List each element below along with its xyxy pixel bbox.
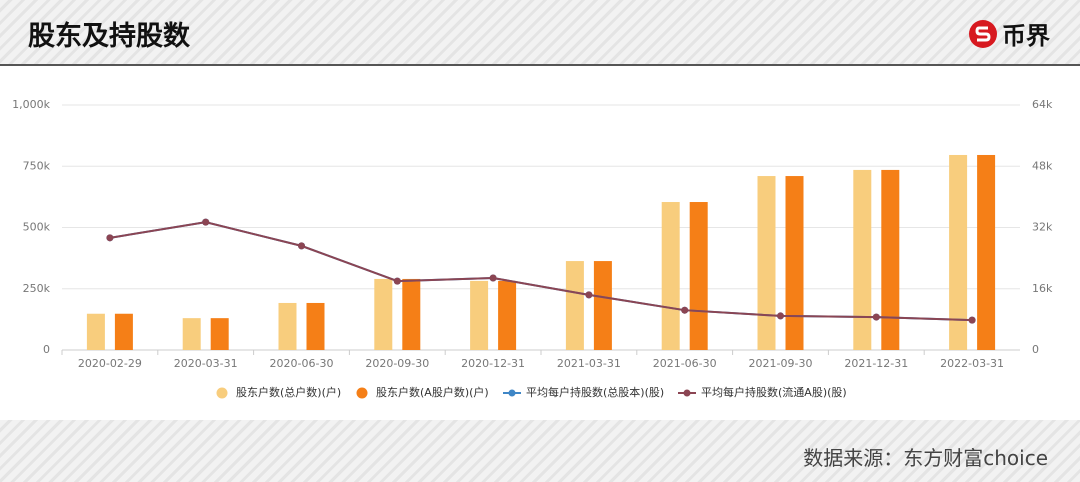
bar xyxy=(306,302,325,350)
line-point xyxy=(681,306,689,314)
y-tick-label: 500k xyxy=(23,221,51,234)
legend-marker xyxy=(508,389,516,397)
line xyxy=(109,221,973,322)
bar xyxy=(374,278,393,350)
line-point xyxy=(298,242,305,250)
bar xyxy=(470,280,489,350)
title: 股东及持股数 xyxy=(28,21,190,52)
bar xyxy=(593,261,612,350)
bar xyxy=(977,154,996,350)
y2-tick-label: 0 xyxy=(1032,343,1039,356)
footer: 数据来源：东方财富choice xyxy=(0,420,1080,482)
legend-marker xyxy=(683,389,691,397)
x-tick-label: 2020-12-31 xyxy=(461,357,525,370)
x-tick-label: 2020-06-30 xyxy=(270,357,334,370)
x-tick-label: 2020-09-30 xyxy=(365,357,429,370)
y-tick-label: 750k xyxy=(23,159,51,172)
y2-tick-label: 64k xyxy=(1032,98,1053,111)
bar xyxy=(114,313,133,350)
x-tick-label: 2021-09-30 xyxy=(749,357,813,370)
x-tick-label: 2021-06-30 xyxy=(653,357,717,370)
source: 数据来源：东方财富choice xyxy=(803,446,1048,470)
legend-marker xyxy=(216,387,228,399)
x-tick-label: 2020-03-31 xyxy=(174,357,238,370)
line-point xyxy=(777,312,784,320)
bar xyxy=(853,169,872,350)
line-point xyxy=(585,291,593,299)
x-tick-label: 2021-03-31 xyxy=(557,357,621,370)
y-tick-label: 250k xyxy=(23,282,51,295)
x-tick-label: 2022-03-31 xyxy=(940,357,1004,370)
line-point xyxy=(106,234,114,242)
bar xyxy=(86,313,105,350)
header: 股东及持股数 币界 xyxy=(0,0,1080,66)
legend-marker xyxy=(356,387,368,399)
bar xyxy=(402,278,421,350)
y-tick-label: 1,000k xyxy=(12,98,50,111)
x-tick-label: 2020-02-29 xyxy=(78,357,142,370)
y2-tick-label: 32k xyxy=(1032,221,1053,234)
legend-label: 股东户数(A股户数)(户) xyxy=(376,385,489,399)
bar xyxy=(498,280,517,350)
bar xyxy=(278,302,297,350)
bar xyxy=(757,176,776,350)
bar xyxy=(182,318,201,350)
logo: 币界 xyxy=(968,16,1050,51)
logo-text: 币界 xyxy=(1002,22,1050,50)
x-tick-label: 2021-12-31 xyxy=(844,357,908,370)
bar xyxy=(689,202,708,350)
line-point xyxy=(968,316,976,324)
y-tick-label: 0 xyxy=(43,343,50,356)
line-point xyxy=(489,274,497,282)
bar xyxy=(565,261,584,350)
bar xyxy=(881,169,900,350)
line-point xyxy=(393,277,401,285)
bar xyxy=(210,318,229,350)
legend-label: 平均每户持股数(流通A股)(股) xyxy=(701,385,847,399)
logo-icon xyxy=(969,19,997,48)
y2-tick-label: 16k xyxy=(1032,282,1053,295)
line-point xyxy=(872,313,880,321)
chart: 0 250k 500k 750k 1,000k 0 16k 32k 48k 64k 2020-02-… xyxy=(12,98,1053,399)
y2-tick-label: 48k xyxy=(1032,159,1053,172)
bar xyxy=(661,202,680,350)
legend-label: 平均每户持股数(总股本)(股) xyxy=(526,385,664,399)
line xyxy=(109,221,973,322)
bar xyxy=(949,154,968,350)
line-point xyxy=(202,218,210,226)
bar xyxy=(785,176,804,350)
legend-label: 股东户数(总户数)(户) xyxy=(236,385,341,399)
